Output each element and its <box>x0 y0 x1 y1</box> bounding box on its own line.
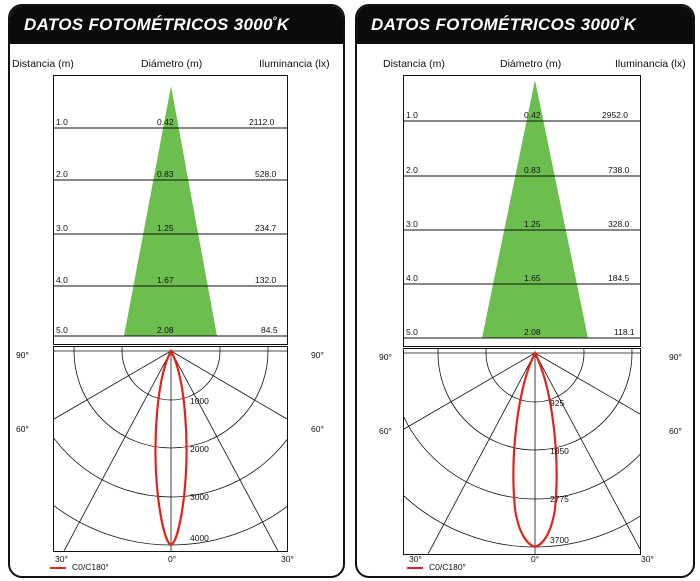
angle-label: 30° <box>55 554 68 564</box>
diameter-label: 0.83 <box>524 165 541 175</box>
illuminance-header: Iluminancia (lx) <box>259 58 330 70</box>
distance-header: Distancia (m) <box>383 58 445 70</box>
angle-label: 90° <box>16 350 29 360</box>
diameter-label: 1.25 <box>157 223 174 233</box>
beam-diagram-svg <box>54 86 287 337</box>
intensity-label: 2775 <box>550 494 569 504</box>
intensity-label: 1850 <box>550 446 569 456</box>
polar-ray <box>54 350 172 420</box>
angle-label: 60° <box>669 426 682 436</box>
illuminance-label: 2952.0 <box>602 110 628 120</box>
beam-diagram: 1.0 0.42 2952.0 2.0 0.83 738.0 3.0 1.25 … <box>403 75 641 347</box>
intensity-label: 2000 <box>190 444 209 454</box>
illuminance-label: 84.5 <box>261 325 278 335</box>
intensity-label: 3000 <box>190 492 209 502</box>
distance-label: 1.0 <box>406 110 418 120</box>
angle-label: 60° <box>311 424 324 434</box>
illuminance-label: 328.0 <box>608 219 630 229</box>
angle-label: 60° <box>379 426 392 436</box>
diameter-label: 2.08 <box>157 325 174 335</box>
illuminance-label: 2112.0 <box>249 117 275 127</box>
angle-label: 30° <box>409 554 422 564</box>
card-title: DATOS FOTOMÉTRICOS 3000ºK <box>24 15 290 34</box>
diameter-label: 2.08 <box>524 327 541 337</box>
angle-label: 60° <box>16 424 29 434</box>
polar-ray <box>427 352 536 554</box>
distance-label: 3.0 <box>406 219 418 229</box>
illuminance-label: 234.7 <box>255 223 277 233</box>
angle-label: 0° <box>531 554 540 564</box>
intensity-label: 1000 <box>190 396 209 406</box>
legend-swatch <box>50 566 66 569</box>
distance-label: 5.0 <box>56 325 68 335</box>
beam-diagram-svg <box>404 80 640 339</box>
polar-diagram-svg <box>404 349 640 554</box>
diameter-label: 1.65 <box>524 273 541 283</box>
angle-label: 90° <box>311 350 324 360</box>
light-cone <box>124 86 217 336</box>
diameter-label: 0.83 <box>157 169 174 179</box>
intensity-curve <box>154 348 188 547</box>
polar-ring <box>54 437 287 498</box>
illuminance-label: 118.1 <box>614 327 635 337</box>
diameter-header: Diámetro (m) <box>500 58 562 70</box>
distance-label: 4.0 <box>406 273 418 283</box>
illuminance-label: 184.5 <box>608 273 630 283</box>
photometric-card-left: DATOS FOTOMÉTRICOS 3000ºK Distancia (m) … <box>8 4 345 578</box>
light-cone <box>482 80 588 338</box>
illuminance-label: 738.0 <box>608 165 630 175</box>
intensity-curve <box>512 350 558 549</box>
diameter-header: Diámetro (m) <box>141 58 203 70</box>
polar-ray <box>63 350 172 551</box>
diameter-label: 1.67 <box>157 275 174 285</box>
distance-label: 3.0 <box>56 223 68 233</box>
legend-label: C0/C180° <box>72 562 109 572</box>
polar-ray <box>170 350 287 420</box>
card-title: DATOS FOTOMÉTRICOS 3000ºK <box>371 15 637 34</box>
polar-ray <box>534 352 640 550</box>
beam-diagram: 1.0 0.42 2112.0 2.0 0.83 528.0 3.0 1.25 … <box>53 75 288 345</box>
legend-swatch <box>407 566 423 569</box>
distance-label: 2.0 <box>56 169 68 179</box>
illuminance-header: Iluminancia (lx) <box>615 58 686 70</box>
intensity-label: 3700 <box>550 535 569 545</box>
polar-ray <box>404 352 536 430</box>
angle-label: 30° <box>281 554 294 564</box>
polar-ray <box>534 352 640 415</box>
legend: C0/C180° <box>50 562 109 572</box>
polar-diagram: 1000 2000 3000 4000 <box>53 346 288 552</box>
distance-label: 1.0 <box>56 117 68 127</box>
diameter-label: 0.42 <box>157 117 174 127</box>
legend-label: C0/C180° <box>429 562 466 572</box>
polar-diagram-svg <box>54 347 287 551</box>
legend: C0/C180° <box>407 562 466 572</box>
diameter-label: 0.42 <box>524 110 541 120</box>
intensity-label: 4000 <box>190 533 209 543</box>
illuminance-label: 528.0 <box>255 169 277 179</box>
polar-ray <box>170 350 279 551</box>
card-header: DATOS FOTOMÉTRICOS 3000ºK <box>10 6 343 44</box>
card-header: DATOS FOTOMÉTRICOS 3000ºK <box>357 6 693 44</box>
distance-label: 5.0 <box>406 327 418 337</box>
illuminance-label: 132.0 <box>255 275 277 285</box>
distance-label: 4.0 <box>56 275 68 285</box>
angle-label: 90° <box>379 352 392 362</box>
polar-ring <box>404 495 640 548</box>
distance-label: 2.0 <box>406 165 418 175</box>
intensity-label: 925 <box>550 398 565 408</box>
angle-label: 30° <box>641 554 654 564</box>
diameter-label: 1.25 <box>524 219 541 229</box>
polar-ring <box>54 505 287 546</box>
angle-label: 0° <box>168 554 177 564</box>
angle-label: 90° <box>669 352 682 362</box>
polar-diagram: 925 1850 2775 3700 <box>403 348 641 555</box>
distance-header: Distancia (m) <box>12 58 74 70</box>
photometric-card-right: DATOS FOTOMÉTRICOS 3000ºK Distancia (m) … <box>355 4 695 578</box>
